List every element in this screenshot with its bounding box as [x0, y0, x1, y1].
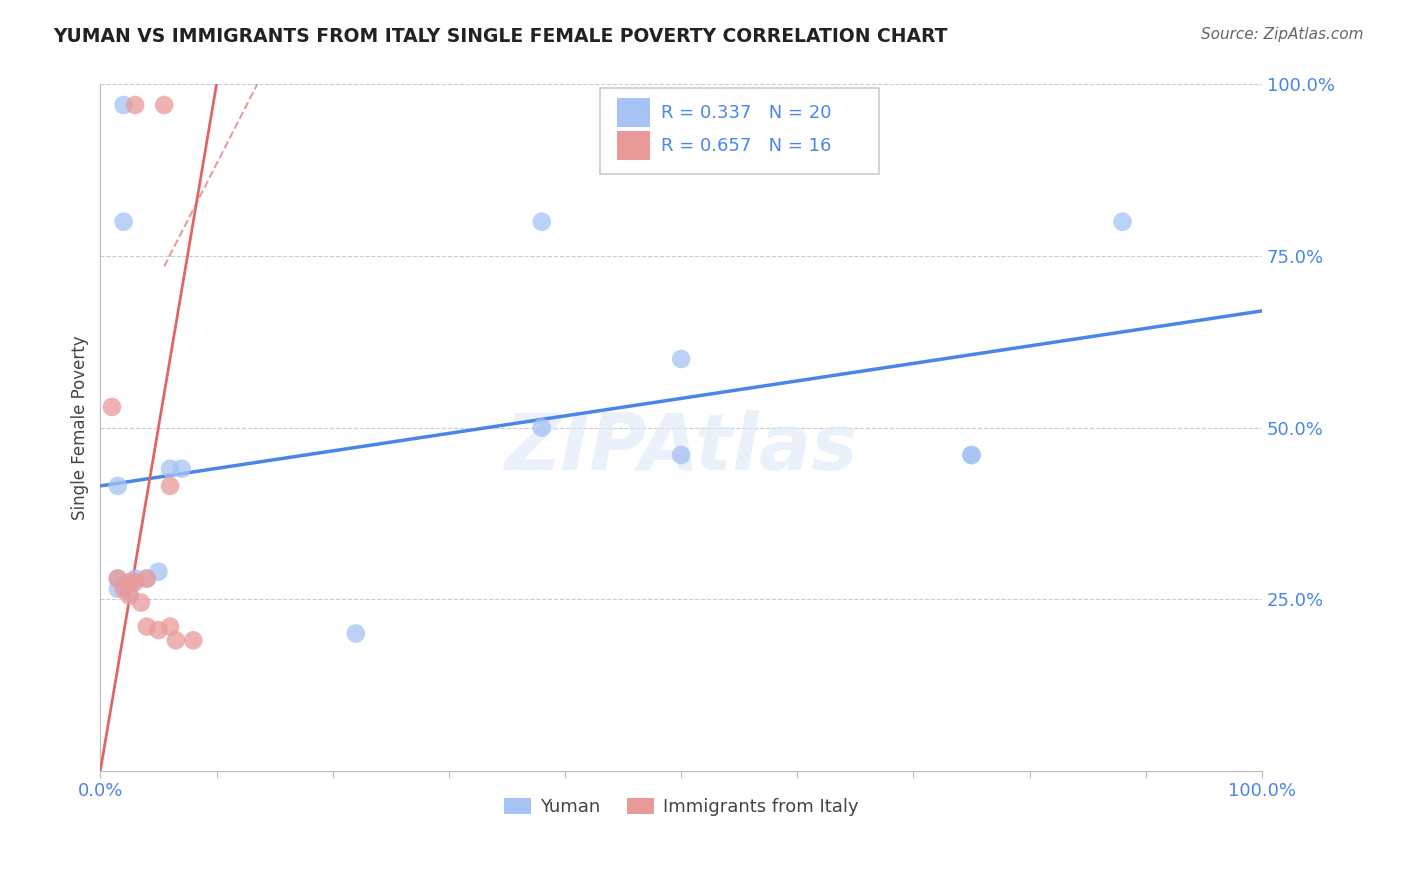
Point — [135, 572, 157, 586]
Point — [165, 633, 187, 648]
Point — [530, 215, 553, 229]
FancyBboxPatch shape — [617, 98, 650, 127]
Point — [159, 619, 181, 633]
Point — [112, 215, 135, 229]
Point — [124, 572, 146, 586]
Point — [530, 420, 553, 434]
Y-axis label: Single Female Poverty: Single Female Poverty — [72, 335, 89, 520]
Point — [101, 400, 124, 414]
Point — [118, 585, 141, 599]
Point — [124, 574, 146, 589]
Text: R = 0.657   N = 16: R = 0.657 N = 16 — [661, 136, 832, 154]
Point — [118, 574, 141, 589]
Point — [112, 578, 135, 592]
Point — [344, 626, 367, 640]
Point — [135, 619, 157, 633]
Text: ZIPAtlas: ZIPAtlas — [505, 410, 858, 486]
FancyBboxPatch shape — [617, 131, 650, 160]
Text: YUMAN VS IMMIGRANTS FROM ITALY SINGLE FEMALE POVERTY CORRELATION CHART: YUMAN VS IMMIGRANTS FROM ITALY SINGLE FE… — [53, 27, 948, 45]
Point — [112, 98, 135, 112]
Point — [159, 479, 181, 493]
Text: R = 0.337   N = 20: R = 0.337 N = 20 — [661, 103, 832, 121]
Point — [153, 98, 176, 112]
Legend: Yuman, Immigrants from Italy: Yuman, Immigrants from Italy — [496, 790, 866, 823]
Point — [170, 461, 193, 475]
Point — [1111, 215, 1133, 229]
Point — [148, 565, 170, 579]
Point — [118, 589, 141, 603]
Point — [669, 448, 692, 462]
Point — [669, 351, 692, 366]
Point — [107, 479, 129, 493]
Point — [960, 448, 983, 462]
Point — [960, 448, 983, 462]
Point — [135, 572, 157, 586]
Point — [112, 582, 135, 596]
Point — [107, 582, 129, 596]
Point — [181, 633, 204, 648]
Point — [124, 98, 146, 112]
Point — [107, 572, 129, 586]
Point — [129, 596, 152, 610]
Point — [148, 623, 170, 637]
Text: Source: ZipAtlas.com: Source: ZipAtlas.com — [1201, 27, 1364, 42]
Point — [159, 461, 181, 475]
FancyBboxPatch shape — [600, 88, 879, 174]
Point — [107, 572, 129, 586]
